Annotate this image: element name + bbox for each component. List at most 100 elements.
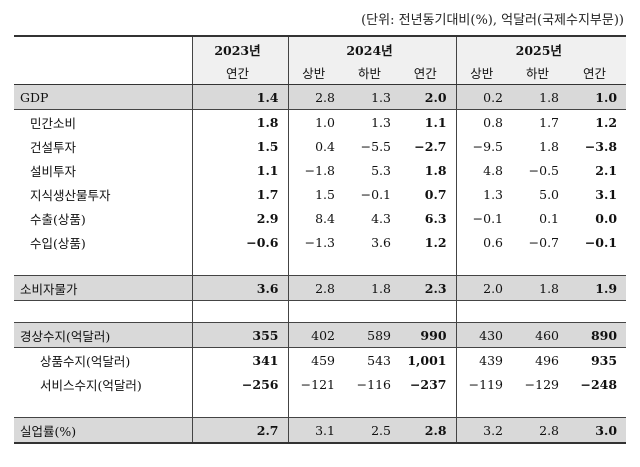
- unit-note: (단위: 전년동기대비(%), 억달러(국제수지부문)): [361, 13, 624, 28]
- row-label: 수출(상품): [30, 211, 86, 227]
- table-cell: 3.6: [371, 234, 391, 250]
- economic-forecast-table: 2023년 2024년 2025년 연간 상반 하반 연간 상반 하반 연간 G…: [14, 35, 627, 444]
- table-cell: 3.2: [455, 417, 513, 444]
- table-cell: 2.7: [191, 417, 288, 444]
- table-cell: 6.3: [424, 210, 447, 226]
- table-cell: −119: [455, 372, 513, 396]
- header-period: 연간: [191, 61, 288, 85]
- table-cell: 1.3: [344, 84, 400, 110]
- table-cell: 459: [287, 347, 344, 372]
- table-cell: 1.0: [287, 109, 344, 134]
- table-cell: −237: [409, 376, 447, 392]
- table-cell: 1.3: [455, 182, 513, 206]
- table-cell: 2.9: [191, 206, 288, 230]
- table-cell: 589: [344, 322, 400, 348]
- spacer-row: [14, 396, 626, 418]
- spacer-row: [14, 300, 627, 323]
- table-cell: 439: [455, 347, 513, 372]
- table-cell: −116: [356, 376, 391, 392]
- table-cell: 935: [568, 347, 627, 372]
- table-cell: 5.0: [539, 186, 560, 202]
- table-cell: 1.9: [568, 275, 627, 301]
- header-corner: [14, 61, 192, 85]
- table-cell: −256: [191, 372, 288, 396]
- table-row-unemployment: 실업률(%) 2.7 3.1 2.5 2.8 3.2 2.8 3.0: [14, 417, 627, 444]
- header-year-2024: 2024년: [287, 35, 457, 61]
- header-year-2025: 2025년: [455, 35, 627, 61]
- table-cell: 1.4: [191, 84, 288, 110]
- header-period-row: 연간 상반 하반 연간 상반 하반 연간: [14, 61, 627, 85]
- table-cell: 1.8: [344, 275, 400, 301]
- row-label: 소비자물가: [14, 275, 192, 301]
- row-label: 상품수지(억달러): [14, 347, 192, 372]
- table-cell: 2.8: [400, 417, 457, 444]
- table-cell: −1.8: [287, 158, 344, 182]
- table-cell: 2.1: [595, 162, 618, 178]
- table-cell: 2.0: [455, 275, 513, 301]
- row-label: 설비투자: [30, 163, 77, 179]
- table-cell: 1.3: [344, 109, 400, 134]
- header-year-row: 2023년 2024년 2025년: [14, 35, 627, 61]
- table-row: 서비스수지(억달러) −256 −121 −116 −237 −119 −129…: [14, 372, 626, 396]
- header-year-2023: 2023년: [191, 35, 288, 61]
- table-cell: −9.5: [455, 134, 513, 158]
- table-cell: 1.5: [191, 134, 288, 158]
- table-cell: 460: [512, 322, 569, 348]
- table-cell: 0.7: [424, 186, 447, 202]
- table-row: 수입(상품) −0.6 −1.3 3.6 1.2 0.6 −0.7 −0.1: [14, 230, 626, 254]
- table-row: 설비투자 1.1 −1.8 5.3 1.8 4.8 −0.5 2.1: [14, 158, 626, 182]
- table-cell: 1.2: [568, 109, 627, 134]
- row-label: 건설투자: [30, 139, 77, 155]
- table-cell: 496: [512, 347, 569, 372]
- header-period: 연간: [568, 61, 627, 85]
- table-row: 건설투자 1.5 0.4 −5.5 −2.7 −9.5 1.8 −3.8: [14, 134, 626, 158]
- table-cell: 3.1: [287, 417, 344, 444]
- table-cell: 3.1: [595, 186, 618, 202]
- table-cell: −121: [287, 372, 344, 396]
- table-cell: −0.1: [455, 206, 513, 230]
- table-cell: 1.8: [191, 109, 288, 134]
- header-period: 하반: [512, 61, 569, 85]
- table-cell: −0.5: [528, 162, 560, 178]
- table-cell: 4.3: [371, 210, 391, 226]
- table-row: 상품수지(억달러) 341 459 543 1,001 439 496 935: [14, 347, 627, 372]
- table-cell: 1.2: [424, 234, 447, 250]
- table-cell: 430: [455, 322, 513, 348]
- table-cell: 8.4: [287, 206, 344, 230]
- table-cell: 1.8: [539, 138, 560, 154]
- table-cell: 2.8: [287, 84, 344, 110]
- table-cell: 3.0: [568, 417, 627, 444]
- table-cell: 0.0: [595, 210, 618, 226]
- row-label: 지식생산물투자: [30, 187, 111, 203]
- table-cell: 1.8: [424, 162, 447, 178]
- header-corner: [14, 35, 192, 61]
- table-cell: 3.6: [191, 275, 288, 301]
- table-cell: −5.5: [360, 138, 391, 154]
- table-cell: 2.0: [400, 84, 457, 110]
- table-cell: −248: [580, 376, 618, 392]
- table-cell: 1.1: [400, 109, 457, 134]
- header-period: 상반: [287, 61, 344, 85]
- table-cell: −129: [524, 376, 560, 392]
- header-period: 상반: [455, 61, 513, 85]
- table-cell: 0.1: [539, 210, 560, 226]
- table-cell: −3.8: [584, 138, 618, 154]
- table-cell: 543: [344, 347, 400, 372]
- table-row: 지식생산물투자 1.7 1.5 −0.1 0.7 1.3 5.0 3.1: [14, 182, 626, 206]
- table-cell: 341: [191, 347, 288, 372]
- table-cell: 990: [400, 322, 457, 348]
- table-cell: 1.8: [512, 84, 569, 110]
- table-cell: 0.8: [455, 109, 513, 134]
- row-label: GDP: [14, 84, 192, 110]
- spacer-row: [14, 254, 626, 276]
- table-cell: 0.4: [287, 134, 344, 158]
- table-cell: −2.7: [414, 138, 447, 154]
- table-cell: −0.7: [528, 234, 560, 250]
- table-cell: 1.7: [512, 109, 569, 134]
- table-row: 수출(상품) 2.9 8.4 4.3 6.3 −0.1 0.1 0.0: [14, 206, 626, 230]
- table-cell: −1.3: [287, 230, 344, 254]
- table-cell: 5.3: [371, 162, 391, 178]
- row-label: 경상수지(억달러): [14, 322, 192, 348]
- table-cell: 2.8: [287, 275, 344, 301]
- table-cell: −0.6: [191, 230, 288, 254]
